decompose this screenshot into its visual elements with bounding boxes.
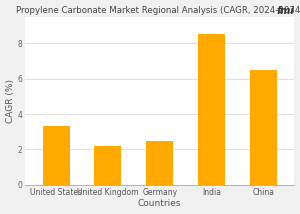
Bar [94,146,122,185]
Y-axis label: CAGR (%): CAGR (%) [6,79,15,123]
Bar [146,141,173,185]
Bar [250,70,277,185]
Title: Propylene Carbonate Market Regional Analysis (CAGR, 2024-2034): Propylene Carbonate Market Regional Anal… [16,6,300,15]
Bar [198,34,225,185]
Text: fmi: fmi [276,6,294,16]
Bar [43,126,70,185]
X-axis label: Countries: Countries [138,199,182,208]
